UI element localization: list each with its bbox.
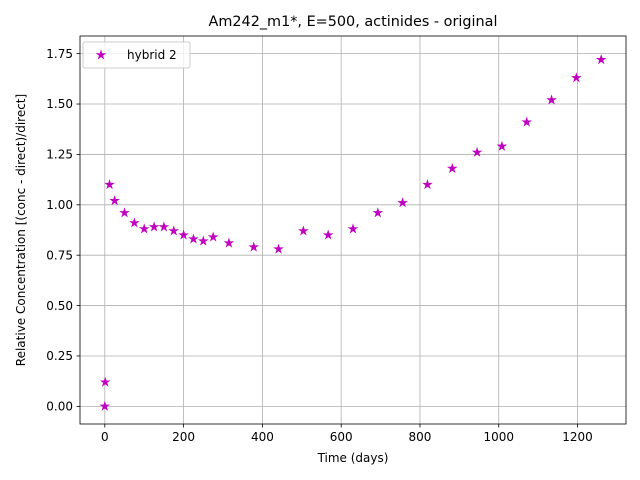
x-tick-label: 200 bbox=[172, 430, 195, 444]
data-point bbox=[129, 217, 140, 228]
data-point bbox=[207, 231, 219, 242]
data-point bbox=[298, 225, 309, 236]
data-point bbox=[223, 237, 235, 248]
data-point bbox=[397, 197, 408, 208]
data-point bbox=[273, 243, 284, 254]
y-tick-label: 1.50 bbox=[46, 97, 73, 111]
axes-frame bbox=[79, 35, 627, 425]
x-tick-label: 0 bbox=[101, 430, 109, 444]
grid bbox=[80, 36, 626, 424]
legend-star bbox=[95, 49, 107, 60]
data-point bbox=[99, 376, 111, 387]
x-tick-label: 400 bbox=[251, 430, 274, 444]
data-point bbox=[347, 223, 359, 234]
legend: hybrid 2 bbox=[82, 41, 191, 69]
data-point bbox=[198, 235, 209, 246]
data-points bbox=[99, 54, 607, 411]
data-point bbox=[571, 72, 582, 83]
data-point bbox=[521, 116, 533, 127]
data-point bbox=[148, 221, 160, 232]
y-tick-label: 1.00 bbox=[46, 198, 73, 212]
chart-title: Am242_m1*, E=500, actinides - original bbox=[209, 14, 498, 30]
data-point bbox=[119, 207, 130, 218]
data-point bbox=[322, 229, 334, 240]
y-tick-label: 0.50 bbox=[46, 299, 73, 313]
data-point bbox=[496, 140, 508, 151]
x-axis-ticks: 0 200 400 600 800 1000 1200 bbox=[101, 424, 593, 444]
data-point bbox=[446, 162, 458, 174]
data-point bbox=[109, 195, 120, 206]
y-tick-label: 1.25 bbox=[46, 148, 73, 162]
data-point bbox=[138, 223, 150, 234]
data-point bbox=[595, 54, 607, 65]
data-point bbox=[168, 225, 180, 236]
y-tick-label: 0.25 bbox=[46, 349, 73, 363]
y-axis-ticks: 0.00 0.25 0.50 0.75 1.00 1.25 1.50 1.75 bbox=[46, 47, 80, 414]
legend-entry-label: hybrid 2 bbox=[127, 48, 177, 62]
data-point bbox=[248, 241, 260, 252]
data-point bbox=[104, 179, 115, 190]
legend-marker-star-icon bbox=[95, 49, 107, 60]
y-axis-label: Relative Concentration [(conc - direct)/… bbox=[14, 94, 28, 366]
y-tick-label: 0.00 bbox=[46, 400, 73, 414]
x-tick-label: 1200 bbox=[562, 430, 593, 444]
data-point bbox=[546, 94, 557, 105]
data-point bbox=[99, 400, 111, 411]
data-point bbox=[188, 233, 199, 244]
data-point bbox=[372, 207, 384, 218]
legend-box bbox=[82, 41, 191, 69]
data-point bbox=[422, 179, 433, 190]
y-tick-label: 1.75 bbox=[46, 47, 73, 61]
x-tick-label: 1000 bbox=[483, 430, 514, 444]
y-tick-label: 0.75 bbox=[46, 248, 73, 262]
data-point bbox=[471, 146, 483, 157]
x-tick-label: 600 bbox=[330, 430, 353, 444]
x-tick-label: 800 bbox=[409, 430, 432, 444]
x-axis-label: Time (days) bbox=[317, 451, 389, 465]
data-point bbox=[158, 221, 170, 232]
data-point bbox=[178, 229, 189, 240]
